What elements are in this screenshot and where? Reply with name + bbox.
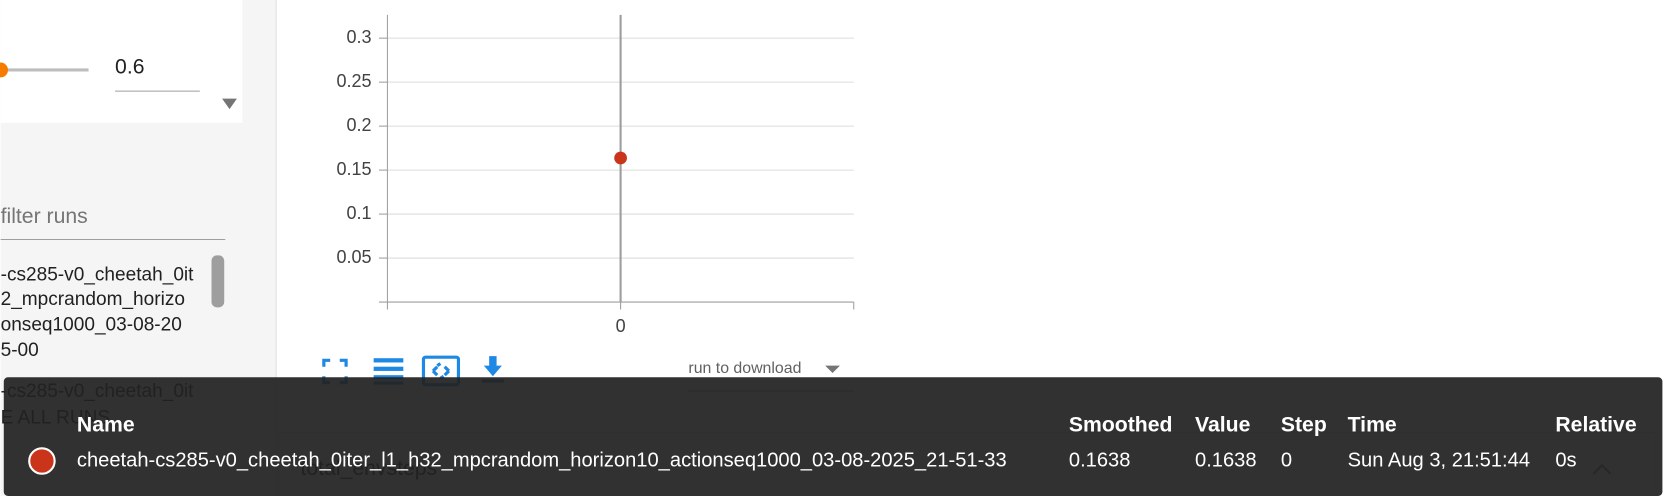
tooltip-header: Step	[1281, 414, 1327, 437]
tooltip-cell: 0s	[1555, 449, 1576, 471]
tooltip-header: Time	[1348, 414, 1397, 437]
slider-thumb[interactable]	[0, 62, 9, 78]
run-line[interactable]: 2_mpcrandom_horizo	[1, 289, 185, 310]
run-line[interactable]: onseq1000_03-08-20	[1, 314, 182, 335]
tooltip-cell: 0	[1281, 449, 1292, 471]
scrollbar[interactable]	[211, 255, 225, 308]
run-swatch	[28, 447, 56, 475]
y-tick-label: 0.2	[347, 115, 372, 135]
y-tick-label: 0.15	[336, 159, 371, 179]
run-line[interactable]: -cs285-v0_cheetah_0it	[1, 265, 195, 286]
run-line[interactable]: 5-00	[1, 340, 39, 361]
y-tick-label: 0.3	[347, 27, 372, 47]
tooltip-cell: cheetah-cs285-v0_cheetah_0iter_l1_h32_mp…	[77, 449, 1007, 471]
tooltip-header: Name	[77, 414, 135, 437]
y-tick-label: 0.25	[336, 71, 371, 91]
download-select[interactable]: run to download	[688, 360, 801, 377]
dropdown-arrow[interactable]	[222, 98, 237, 110]
y-tick-label: 0.1	[347, 203, 372, 223]
settings-panel	[0, 0, 243, 123]
tooltip-header: Value	[1195, 414, 1251, 437]
smoothing-input[interactable]: 0.6	[115, 55, 144, 78]
x-tick-label: 0	[616, 316, 626, 336]
tooltip-cell: Sun Aug 3, 21:51:44	[1348, 449, 1530, 471]
tooltip	[3, 377, 1663, 496]
data-point	[614, 151, 627, 165]
filter-runs[interactable]: filter runs	[1, 205, 88, 228]
y-tick-label: 0.05	[336, 247, 371, 267]
tooltip-table: Name Smoothed Value Step Time Relative cheetah…	[77, 414, 1637, 472]
tooltip-header: Smoothed	[1069, 414, 1173, 437]
chart: 0.05 0.1 0.15 0.2 0.25 0.3 0	[336, 14, 855, 336]
select-arrow[interactable]	[825, 365, 840, 374]
tooltip-cell: 0.1638	[1069, 449, 1131, 471]
tooltip-cell: 0.1638	[1195, 449, 1257, 471]
tooltip-header: Relative	[1555, 414, 1636, 437]
fullscreen-icon[interactable]	[322, 358, 348, 385]
